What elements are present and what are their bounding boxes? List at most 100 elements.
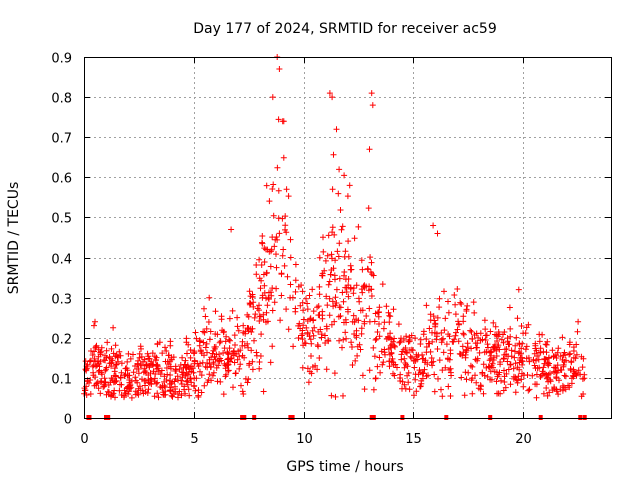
data-point <box>366 305 373 312</box>
data-point <box>472 372 478 379</box>
data-point <box>86 380 92 386</box>
data-point <box>263 182 270 189</box>
data-point <box>97 379 104 386</box>
data-point <box>333 300 340 306</box>
data-point <box>167 372 174 378</box>
data-point <box>543 385 550 391</box>
data-point <box>355 223 362 230</box>
data-point <box>412 371 419 378</box>
data-point <box>136 350 143 357</box>
data-point <box>198 389 205 396</box>
data-point <box>206 336 213 343</box>
data-point <box>419 355 426 362</box>
data-point <box>462 369 469 376</box>
data-point <box>257 353 264 359</box>
x-tick-label: 5 <box>190 432 198 447</box>
data-point <box>557 366 564 373</box>
data-point <box>403 333 410 340</box>
data-point <box>392 343 398 350</box>
data-point <box>406 386 413 393</box>
data-point <box>132 388 139 395</box>
data-point <box>316 291 323 298</box>
data-point <box>234 314 241 321</box>
data-point <box>344 193 351 200</box>
data-point <box>462 354 469 361</box>
data-point <box>241 354 248 361</box>
data-point <box>259 239 265 246</box>
data-point <box>249 366 256 373</box>
data-point <box>142 382 148 389</box>
data-point <box>148 358 155 365</box>
data-point <box>176 366 183 372</box>
data-point <box>312 362 319 369</box>
data-point <box>128 378 135 385</box>
data-point <box>365 205 372 212</box>
data-point <box>103 391 110 398</box>
data-point <box>434 230 441 237</box>
data-point <box>396 375 403 381</box>
data-point <box>507 381 514 388</box>
zero-point <box>104 415 108 420</box>
data-point <box>275 116 282 123</box>
data-point <box>436 304 443 311</box>
data-point <box>333 126 340 133</box>
data-point <box>198 350 205 357</box>
data-point <box>331 318 338 325</box>
data-point <box>518 323 525 329</box>
data-point <box>412 376 419 383</box>
data-point <box>473 379 480 386</box>
data-point <box>581 375 588 382</box>
data-point <box>326 90 333 97</box>
data-point <box>322 257 329 264</box>
data-point <box>485 344 491 351</box>
x-tick-label: 10 <box>296 432 313 447</box>
data-point <box>112 394 118 401</box>
data-point <box>358 257 365 264</box>
data-point <box>366 283 373 290</box>
data-point <box>145 372 152 378</box>
data-point <box>434 346 441 352</box>
data-point <box>320 248 327 255</box>
data-point <box>214 331 221 338</box>
plot-frame <box>84 57 612 419</box>
data-point <box>269 94 276 101</box>
data-point <box>280 154 287 161</box>
data-point <box>379 281 386 288</box>
data-point <box>467 327 474 334</box>
y-tick-label: 0 <box>64 413 72 428</box>
data-point <box>526 358 533 365</box>
data-point <box>453 329 459 336</box>
data-point <box>224 362 231 369</box>
data-point <box>282 213 289 220</box>
data-point <box>186 392 193 399</box>
data-point <box>385 346 392 352</box>
data-point <box>196 342 203 349</box>
data-point <box>319 270 326 277</box>
data-point <box>539 331 546 338</box>
data-point <box>339 344 345 351</box>
data-point <box>544 338 551 345</box>
data-point <box>514 364 521 371</box>
zero-point <box>369 415 374 420</box>
data-point <box>339 289 346 296</box>
data-point <box>234 323 241 330</box>
data-point <box>332 276 338 283</box>
data-point <box>204 379 211 386</box>
data-point <box>97 358 104 365</box>
data-point <box>436 357 443 364</box>
data-point <box>417 336 424 343</box>
data-point <box>531 350 538 357</box>
data-point <box>431 388 438 395</box>
data-point <box>187 375 194 382</box>
data-point <box>145 386 152 393</box>
data-point <box>337 207 344 213</box>
data-point <box>373 335 380 342</box>
data-point <box>150 368 157 375</box>
data-point <box>570 348 577 354</box>
data-point <box>459 343 466 350</box>
data-point <box>462 349 469 356</box>
data-point <box>430 222 437 229</box>
data-point <box>503 351 510 358</box>
data-point <box>447 393 454 399</box>
data-point <box>290 343 297 350</box>
